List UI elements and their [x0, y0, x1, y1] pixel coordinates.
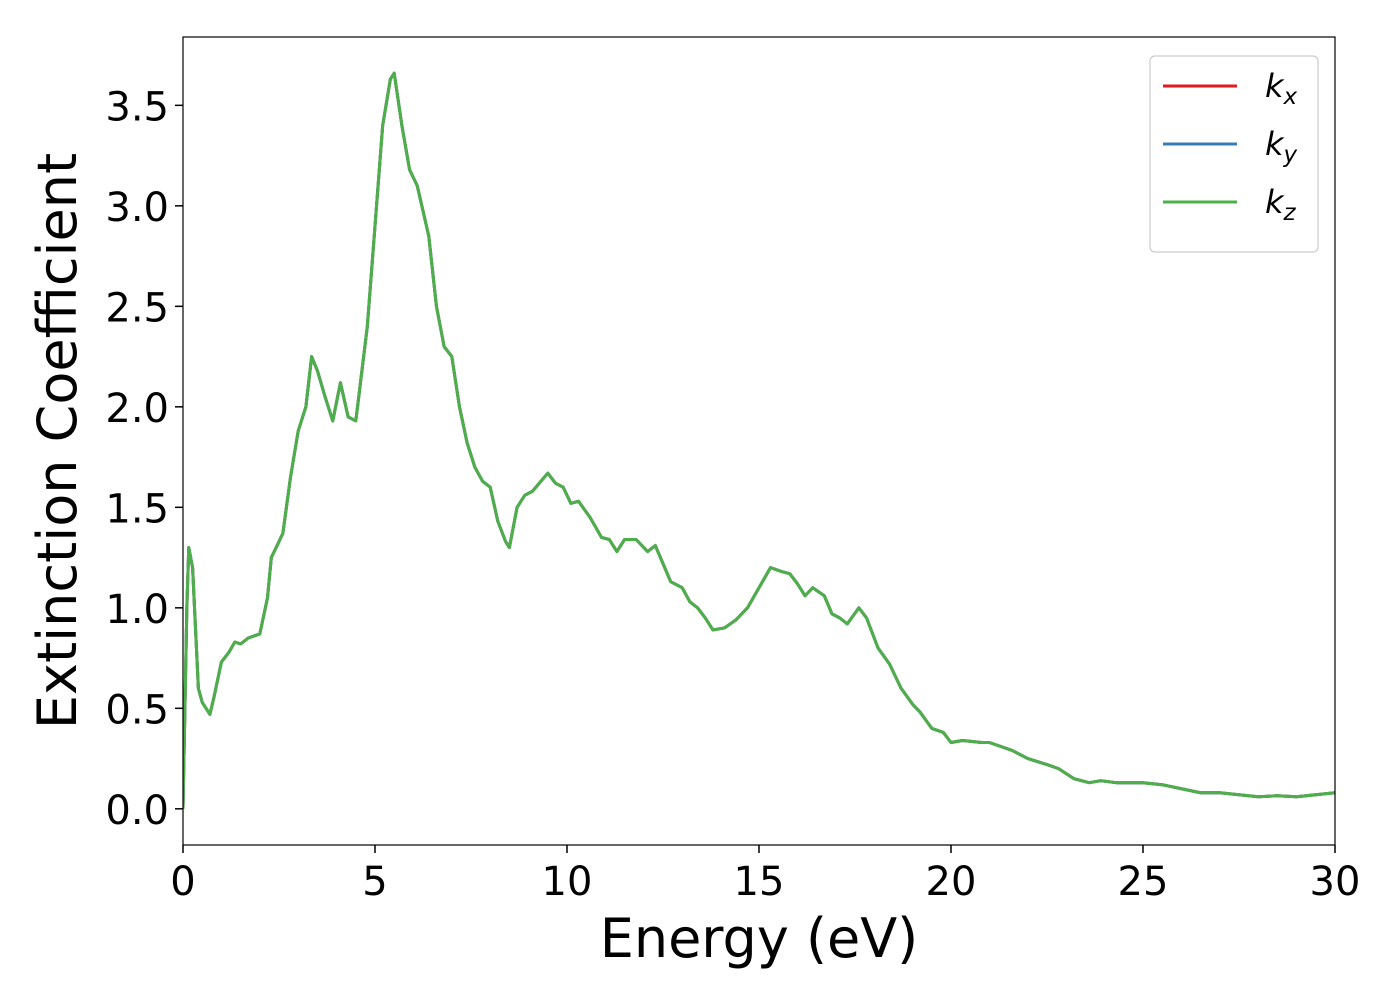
y-tick-label: 0.5 — [105, 687, 169, 733]
legend-label: kz — [1265, 183, 1297, 226]
y-axis-label: Extinction Coefficient — [26, 153, 89, 729]
x-tick-label: 10 — [542, 859, 593, 905]
plot-frame — [182, 36, 1336, 846]
y-tick-label: 2.5 — [105, 285, 169, 331]
x-tick-label: 30 — [1310, 859, 1361, 905]
x-tick-label: 20 — [926, 859, 977, 905]
x-tick-label: 15 — [734, 859, 785, 905]
y-tick-label: 2.0 — [105, 386, 169, 432]
legend-label: kx — [1265, 67, 1298, 110]
x-tick-label: 5 — [362, 859, 387, 905]
series-line — [183, 71, 1335, 809]
legend-label: ky — [1265, 125, 1298, 168]
x-tick-label: 0 — [170, 859, 195, 905]
y-tick-label: 1.5 — [105, 486, 169, 532]
y-tick-label: 1.0 — [105, 587, 169, 633]
y-tick-label: 3.0 — [105, 185, 169, 231]
x-tick-label: 25 — [1118, 859, 1169, 905]
y-tick-label: 3.5 — [105, 84, 169, 130]
y-tick-label: 0.0 — [105, 788, 169, 834]
x-axis-label: Energy (eV) — [600, 907, 919, 970]
